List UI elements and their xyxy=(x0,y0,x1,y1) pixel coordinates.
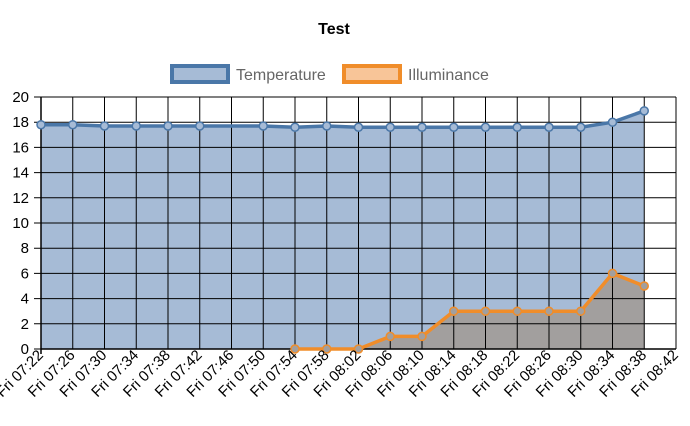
legend: Temperature Illuminance xyxy=(170,64,489,84)
area-fill-0 xyxy=(41,110,645,349)
y-tick-label: 14 xyxy=(12,165,29,182)
data-point xyxy=(576,306,586,316)
data-point xyxy=(417,331,427,342)
data-point xyxy=(576,122,586,132)
legend-label: Illuminance xyxy=(408,67,489,84)
data-point xyxy=(385,122,395,132)
chart-title: Test xyxy=(318,21,350,38)
y-tick-label: 18 xyxy=(12,114,29,131)
data-point xyxy=(163,121,173,131)
data-point xyxy=(68,119,78,130)
data-point xyxy=(36,119,46,130)
data-point xyxy=(544,306,554,316)
data-point xyxy=(290,122,300,132)
y-tick-label: 0 xyxy=(21,341,29,358)
series-fills xyxy=(41,110,645,349)
data-point xyxy=(512,122,522,132)
data-point xyxy=(290,344,300,354)
data-point xyxy=(639,281,649,291)
data-point xyxy=(322,344,332,354)
y-tick-label: 8 xyxy=(21,240,29,257)
y-tick-label: 6 xyxy=(21,265,29,282)
series-line-1 xyxy=(295,271,645,351)
data-point xyxy=(131,121,141,131)
series-points xyxy=(36,106,649,354)
data-point xyxy=(639,106,649,116)
data-point xyxy=(353,122,364,132)
data-point xyxy=(322,121,332,131)
legend-swatch xyxy=(342,64,402,84)
y-tick-label: 16 xyxy=(12,139,29,156)
grid xyxy=(34,96,677,354)
y-tick-label: 4 xyxy=(21,291,29,308)
legend-swatch xyxy=(170,64,230,84)
data-point xyxy=(512,306,522,316)
data-point xyxy=(385,331,395,342)
data-point xyxy=(449,122,459,132)
y-tick-label: 2 xyxy=(21,316,29,333)
data-point xyxy=(544,122,554,132)
series-line-0 xyxy=(41,109,645,129)
data-point xyxy=(417,122,427,132)
y-tick-label: 10 xyxy=(12,215,29,232)
data-point xyxy=(195,121,205,131)
y-tick-label: 12 xyxy=(12,190,29,207)
data-point xyxy=(607,117,618,127)
data-point xyxy=(353,344,364,354)
y-axis-ticks: 0 2 4 6 8 10 12 14 16 18 20 xyxy=(12,89,29,358)
legend-label: Temperature xyxy=(236,67,326,84)
data-point xyxy=(99,121,110,131)
data-point xyxy=(449,306,459,316)
data-point xyxy=(607,268,618,279)
data-point xyxy=(258,121,268,131)
data-point xyxy=(480,122,491,132)
data-point xyxy=(480,306,491,316)
y-tick-label: 20 xyxy=(12,89,29,106)
